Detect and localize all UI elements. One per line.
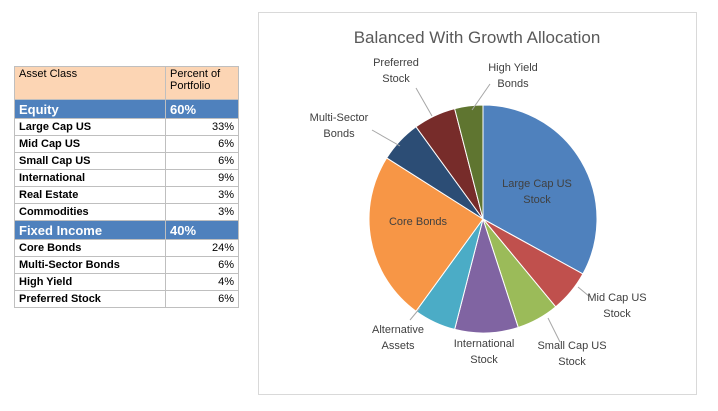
leader-line [371,129,401,147]
table-cell: 6% [165,290,239,308]
table-cell: High Yield [14,273,166,291]
slice-label: Mid Cap US Stock [587,292,646,320]
table-cell: Commodities [14,203,166,221]
leader-line [577,286,591,298]
table-cell: 40% [165,220,239,240]
slice-label: Multi-Sector Bonds [310,112,369,140]
slice-label: International Stock [454,338,515,366]
table-cell: Preferred Stock [14,290,166,308]
table-row: Multi-Sector Bonds 6% [14,256,239,274]
table-row: Core Bonds 24% [14,239,239,257]
table-cell: Core Bonds [14,239,166,257]
table-row: Small Cap US 6% [14,152,239,170]
pie-slice [454,104,484,220]
slice-label: Preferred Stock [373,57,419,85]
table-cell: 3% [165,186,239,204]
table-cell: Mid Cap US [14,135,166,153]
table-cell: 9% [165,169,239,187]
section-row: Equity 60% [14,99,239,119]
slice-label: Core Bonds [389,216,448,228]
table-row: Commodities 3% [14,203,239,221]
slice-label: Small Cap US Stock [537,340,606,368]
table-row: Mid Cap US 6% [14,135,239,153]
header-cell: Asset Class [14,66,166,100]
slice-label: Large Cap US Stock [502,178,572,206]
table-cell: 60% [165,99,239,119]
allocation-table: Asset Class Percent of Portfolio Equity 60%… [14,66,239,308]
table-row: Preferred Stock 6% [14,290,239,308]
table-cell: Equity [14,99,166,119]
pie-slice [482,104,598,275]
pie-slice [368,157,484,312]
leader-line [547,317,561,343]
table-row: High Yield 4% [14,273,239,291]
header-cell: Percent of Portfolio [165,66,239,100]
table-cell: Multi-Sector Bonds [14,256,166,274]
table-cell: 6% [165,135,239,153]
table-row: Real Estate 3% [14,186,239,204]
slice-label: Alternative Assets [372,324,424,352]
table-cell: 3% [165,203,239,221]
leader-line [415,87,433,117]
chart-title: Balanced With Growth Allocation [354,28,601,47]
table-cell: Fixed Income [14,220,166,240]
section-row: Fixed Income 40% [14,220,239,240]
leader-line [409,307,421,321]
leader-line [471,83,491,111]
table-header: Asset Class Percent of Portfolio [14,66,239,100]
slice-label: High Yield Bonds [488,62,538,90]
